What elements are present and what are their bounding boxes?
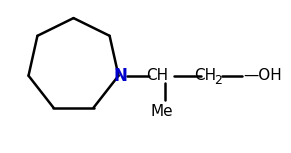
Text: —OH: —OH [244,68,282,83]
Text: CH: CH [146,68,168,83]
Text: 2: 2 [214,74,221,87]
Text: Me: Me [150,104,173,119]
Text: N: N [113,67,127,85]
Text: CH: CH [194,68,216,83]
